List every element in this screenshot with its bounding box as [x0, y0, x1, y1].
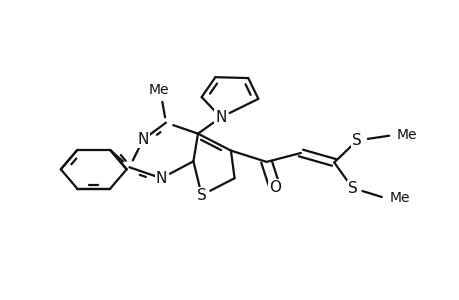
Text: N: N: [137, 132, 149, 147]
Text: S: S: [352, 133, 361, 148]
Text: O: O: [268, 180, 280, 195]
Text: N: N: [156, 171, 167, 186]
Text: Me: Me: [396, 128, 416, 142]
Text: Me: Me: [389, 191, 409, 205]
Text: S: S: [347, 181, 357, 196]
Text: N: N: [215, 110, 226, 125]
Text: Me: Me: [149, 82, 169, 97]
Text: S: S: [196, 188, 206, 203]
